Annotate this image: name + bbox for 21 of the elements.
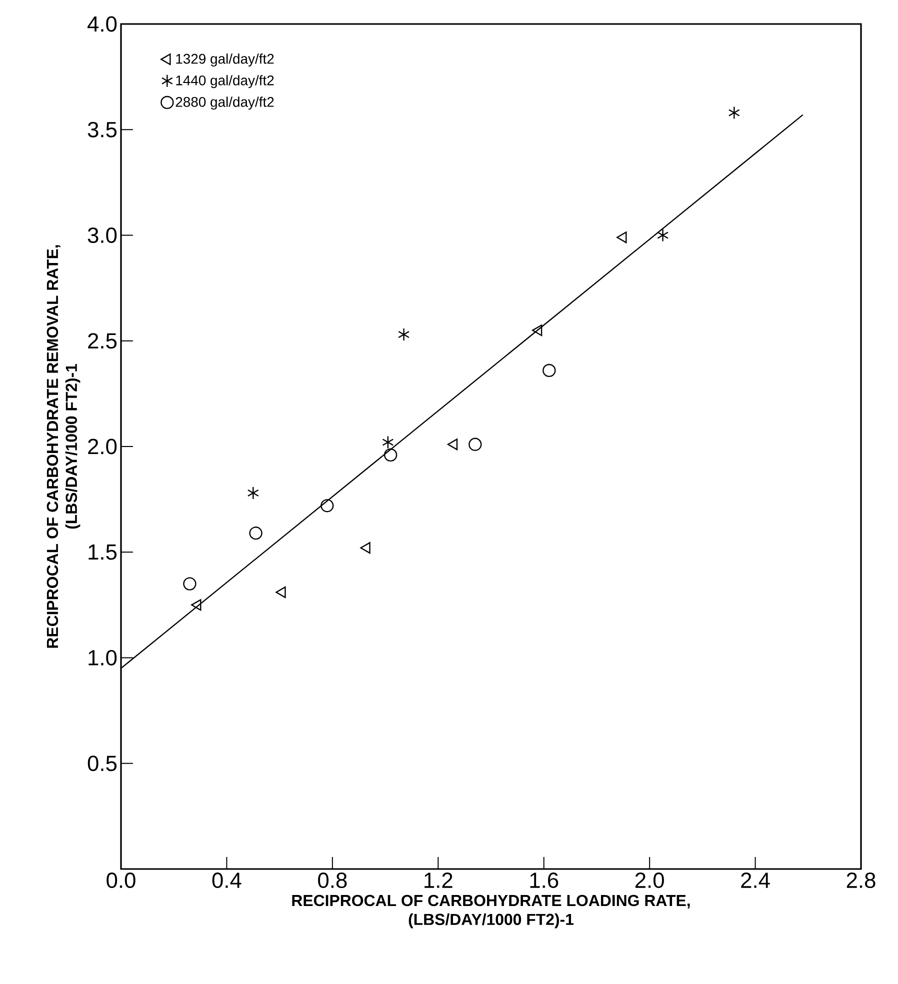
x-tick-label: 0.4 (212, 872, 242, 888)
x-tick-label: 0.0 (106, 872, 136, 888)
legend-label: 1329 gal/day/ft2 (176, 54, 274, 67)
x-axis-title: RECIPROCAL OF CARBOHYDRATE LOADING RATE, (LBS/DAY/1000 FT2)-1 (292, 894, 690, 928)
x-tick-label: 2.0 (635, 872, 664, 888)
x-tick-label: 2.8 (846, 872, 876, 888)
y-tick-label: 3.5 (88, 122, 117, 138)
y-tick-label: 4.0 (88, 16, 117, 32)
y-tick-label: 3.0 (88, 227, 117, 244)
x-tick-label: 1.2 (424, 872, 452, 888)
x-tick-label: 2.4 (741, 872, 770, 888)
y-tick-label: 2.5 (88, 333, 117, 349)
y-axis-title: RECIPROCAL OF CARBOHYDRATE REMOVAL RATE, (LBS/DAY/1000 FT2)-1 (46, 245, 80, 648)
y-tick-label: 1.0 (88, 650, 117, 666)
y-tick-label: 2.0 (88, 438, 117, 454)
x-tick-label: 0.8 (318, 872, 347, 888)
legend-label: 1440 gal/day/ft2 (176, 75, 274, 88)
y-tick-label: 0.5 (88, 756, 117, 772)
legend-label: 2880 gal/day/ft2 (176, 96, 274, 110)
x-tick-label: 1.6 (530, 872, 558, 888)
y-tick-label: 1.5 (88, 544, 117, 560)
